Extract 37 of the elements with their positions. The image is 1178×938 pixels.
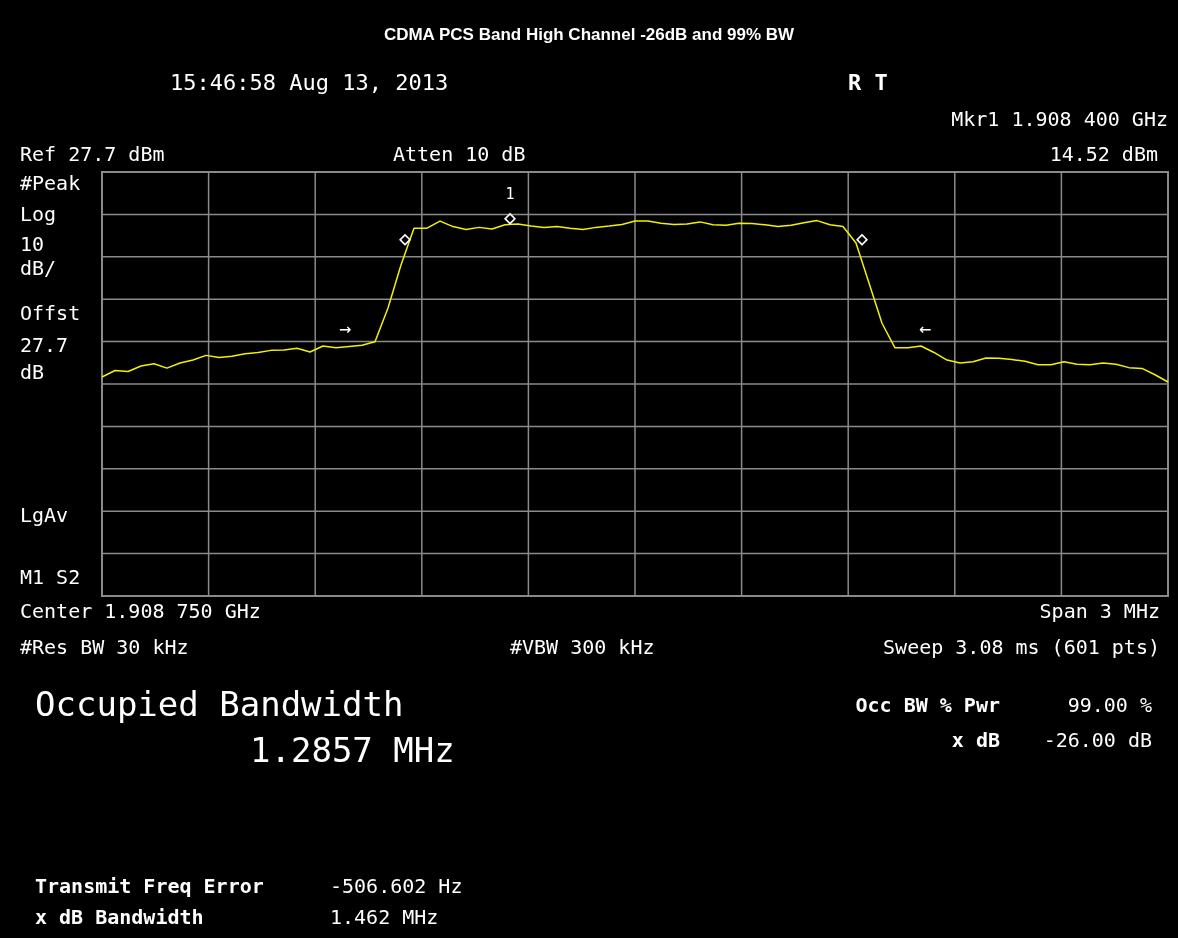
text: 27.7 <box>20 333 69 357</box>
text: -506.602 Hz <box>330 874 463 898</box>
annotation: ◇ <box>503 205 517 229</box>
text: Span 3 MHz <box>1039 599 1160 623</box>
text: 1.2857 MHz <box>250 730 455 770</box>
annotation: ◇ <box>398 226 412 250</box>
text: Log <box>20 202 57 226</box>
text: Sweep 3.08 ms (601 pts) <box>883 635 1160 659</box>
text: -26.00 dB <box>1043 728 1152 752</box>
text: Atten 10 dB <box>393 142 526 166</box>
annotation: ◇ <box>855 226 869 250</box>
text: 15:46:58 Aug 13, 2013 <box>170 70 449 95</box>
text: Occ BW % Pwr <box>855 693 1000 717</box>
text: #VBW 300 kHz <box>510 635 655 659</box>
text: Transmit Freq Error <box>35 874 264 898</box>
text: 14.52 dBm <box>1049 142 1158 166</box>
text: 1 <box>505 185 515 203</box>
text: 99.00 % <box>1067 693 1152 717</box>
text: x dB Bandwidth <box>35 905 204 929</box>
text: x dB <box>951 728 1000 752</box>
text: #Peak <box>20 171 81 195</box>
text: Offst <box>20 301 81 325</box>
chart-title: CDMA PCS Band High Channel -26dB and 99% BW <box>383 25 796 44</box>
text: 10 <box>20 232 45 256</box>
annotation: → <box>338 316 352 340</box>
text: Occupied Bandwidth <box>35 684 404 724</box>
annotation: ← <box>918 316 932 340</box>
text: dB <box>20 360 45 384</box>
text: #Res BW 30 kHz <box>20 635 189 659</box>
text: R T <box>848 70 888 95</box>
text: Mkr1 1.908 400 GHz <box>951 107 1168 131</box>
text: dB/ <box>20 256 57 280</box>
text: Ref 27.7 dBm <box>20 142 165 166</box>
text: Center 1.908 750 GHz <box>20 599 261 623</box>
text: LgAv <box>20 503 69 527</box>
text: M1 S2 <box>20 565 81 589</box>
text: 1.462 MHz <box>330 905 439 929</box>
